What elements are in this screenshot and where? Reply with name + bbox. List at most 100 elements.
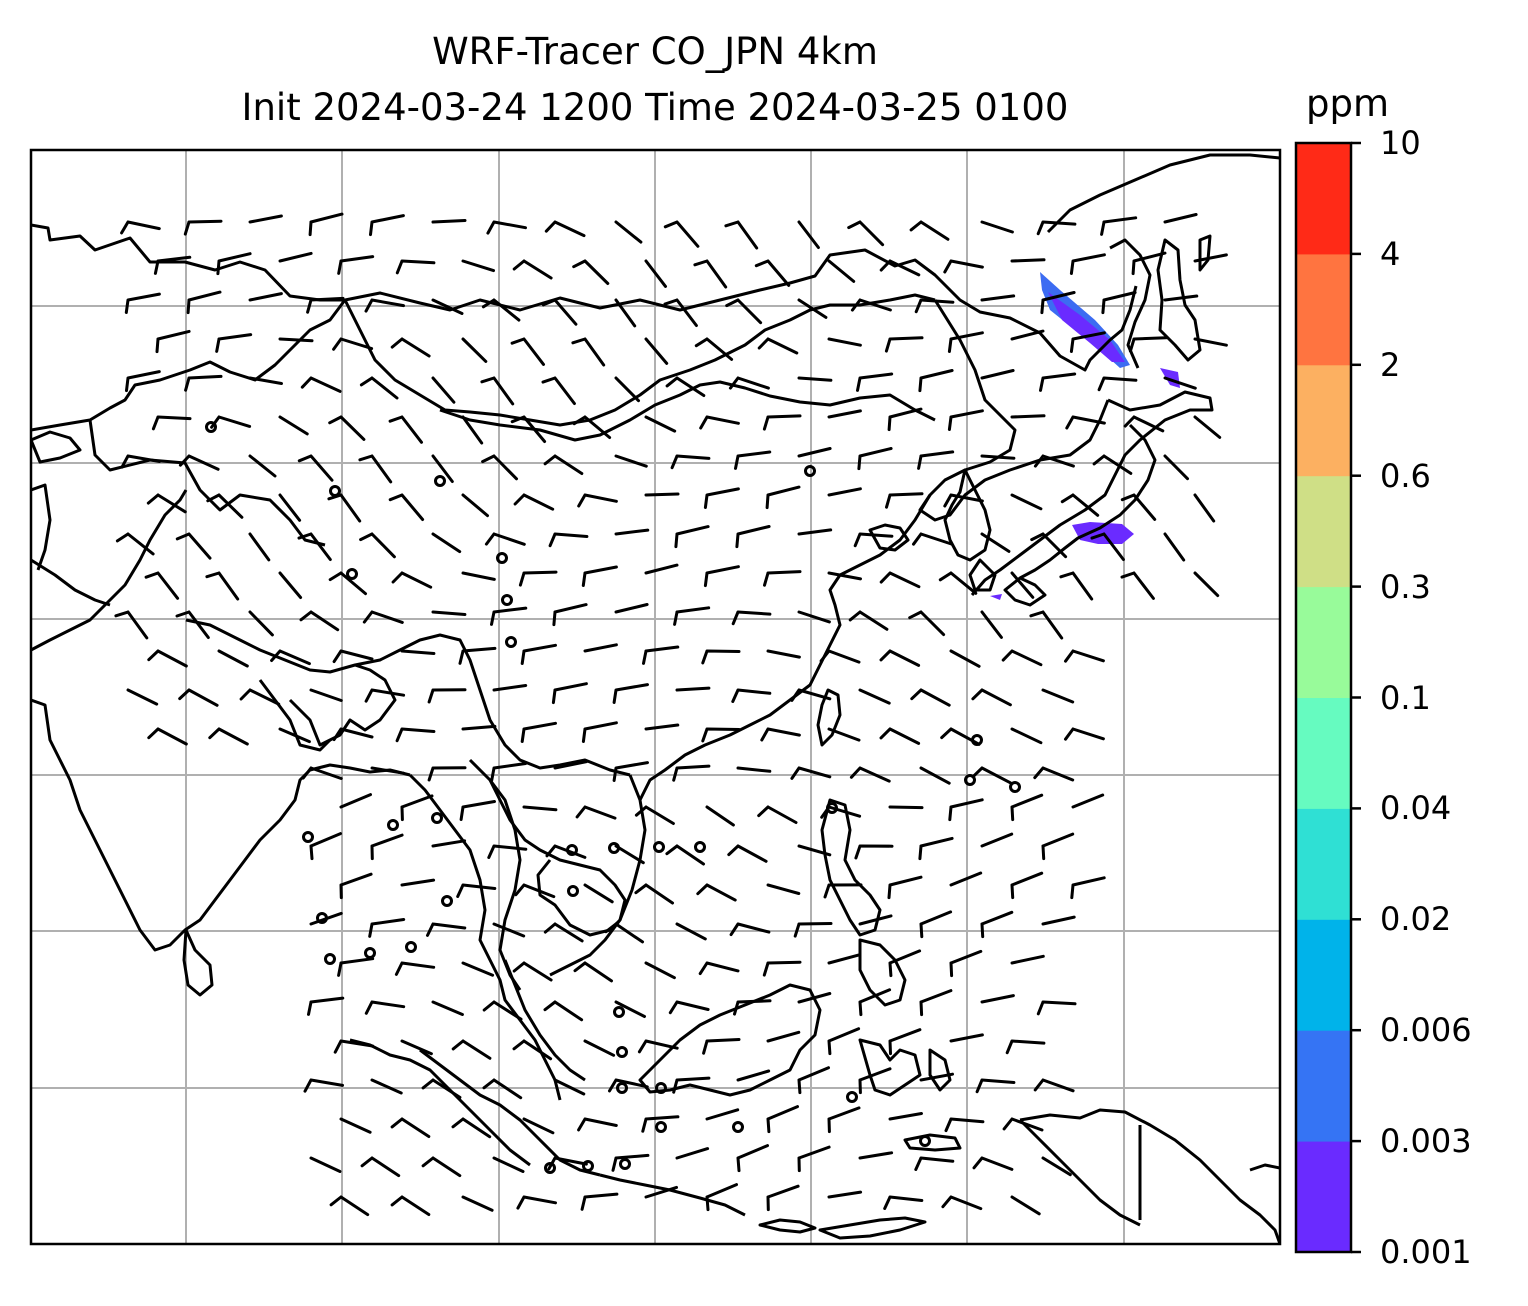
wind-barb [1036, 1000, 1077, 1016]
wind-barb [297, 532, 332, 561]
wind-barb [1100, 216, 1138, 236]
wind-barb [949, 649, 981, 668]
wind-barb [339, 1117, 372, 1134]
wind-barb [183, 219, 223, 236]
calm-wind-circle [616, 1082, 628, 1094]
wind-barb [797, 1066, 830, 1095]
wind-barb [1010, 329, 1045, 341]
wind-barb [948, 798, 984, 822]
wind-barb [278, 571, 303, 599]
calm-wind-circle [387, 819, 399, 831]
wind-barb [790, 766, 832, 780]
wind-barb [980, 610, 1003, 639]
wind-barb [248, 292, 283, 302]
wind-barb [857, 447, 893, 471]
calm-wind-circle [364, 947, 376, 959]
wind-barb [514, 883, 556, 899]
colorbar-segment [1296, 475, 1351, 588]
wind-barb [673, 606, 711, 626]
colorbar-segment [1296, 697, 1351, 809]
wind-barb [757, 337, 799, 355]
wind-barb [1069, 331, 1106, 353]
wind-barb [577, 1117, 618, 1132]
wind-barb [980, 294, 1016, 302]
wind-barb [360, 1156, 401, 1178]
wind-barb [827, 409, 862, 419]
wind-barb [823, 883, 863, 899]
calm-wind-circle [613, 1006, 625, 1018]
wind-barb [644, 259, 667, 288]
wind-barb [663, 298, 698, 327]
wind-barb [736, 1069, 771, 1082]
wind-barb [797, 298, 828, 319]
wind-barb [431, 219, 467, 224]
wind-barb [270, 649, 311, 666]
wind-barb [858, 988, 892, 1017]
wind-barb [611, 1153, 650, 1172]
wind-barb [364, 1000, 406, 1015]
wind-barb [572, 415, 612, 439]
wind-barb [698, 961, 740, 976]
wind-barb [760, 727, 801, 742]
wind-barb [175, 610, 210, 639]
colorbar-segment [1296, 808, 1351, 920]
wind-barb [390, 337, 431, 358]
wind-barb [757, 805, 798, 824]
wind-barb [696, 883, 737, 902]
wind-barb [1060, 493, 1100, 517]
wind-barb [146, 493, 187, 514]
wind-barb [797, 844, 832, 857]
wind-barb [400, 1039, 433, 1056]
wind-barb [451, 1039, 492, 1060]
wind-barb [797, 447, 832, 458]
wind-barb [1041, 688, 1075, 704]
wind-barb [947, 409, 984, 431]
wind-barb [461, 571, 496, 581]
wind-barb [972, 1156, 1014, 1171]
wind-barb [612, 683, 649, 704]
wind-barb [278, 251, 313, 263]
wind-barb [644, 337, 669, 365]
calm-wind-circle [694, 841, 706, 853]
wind-barb [919, 910, 953, 939]
wind-barb [125, 370, 161, 393]
wind-barb [395, 259, 436, 275]
wind-barb [765, 485, 801, 510]
calm-wind-circle [441, 895, 453, 907]
wind-barb [699, 415, 740, 430]
wind-barb [941, 1195, 983, 1211]
wind-barb [151, 415, 192, 431]
wind-barb [206, 493, 244, 519]
wind-barb [725, 298, 763, 325]
wind-barb [572, 259, 610, 285]
wind-barb [461, 337, 488, 363]
wind-barb [369, 214, 405, 237]
wind-barb [512, 259, 553, 280]
wind-barb [1193, 571, 1220, 598]
wind-barb [854, 844, 894, 860]
wind-barb [1193, 415, 1222, 439]
wind-barb [551, 682, 588, 705]
colorbar-segment [1296, 1030, 1351, 1142]
wind-barb [1163, 532, 1186, 562]
wind-barb [278, 415, 309, 436]
wind-barb [766, 1105, 799, 1134]
wind-barb [975, 1078, 1016, 1094]
wind-barb [604, 922, 644, 944]
wind-barb [614, 298, 637, 328]
wind-barb [944, 1117, 985, 1133]
wind-barb [1097, 376, 1138, 392]
wind-barb [1010, 727, 1043, 745]
wind-barb [486, 220, 527, 235]
calm-wind-circle [608, 842, 620, 854]
wind-barb [1039, 372, 1077, 392]
lat-lon-gridlines [31, 150, 1280, 1244]
wind-barb [115, 532, 155, 556]
wind-barb [552, 603, 588, 627]
colorbar-tick-label: 0.001 [1380, 1233, 1472, 1271]
calm-wind-circle [653, 841, 665, 853]
wind-barb [665, 376, 706, 397]
wind-barb [766, 1184, 800, 1212]
wind-barb [762, 960, 802, 977]
